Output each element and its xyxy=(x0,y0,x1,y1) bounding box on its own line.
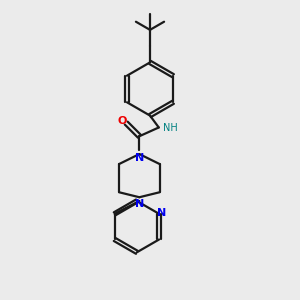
Text: N: N xyxy=(135,200,144,209)
Text: N: N xyxy=(135,153,144,163)
Text: O: O xyxy=(117,116,127,126)
Text: N: N xyxy=(157,208,166,218)
Text: NH: NH xyxy=(163,123,177,133)
